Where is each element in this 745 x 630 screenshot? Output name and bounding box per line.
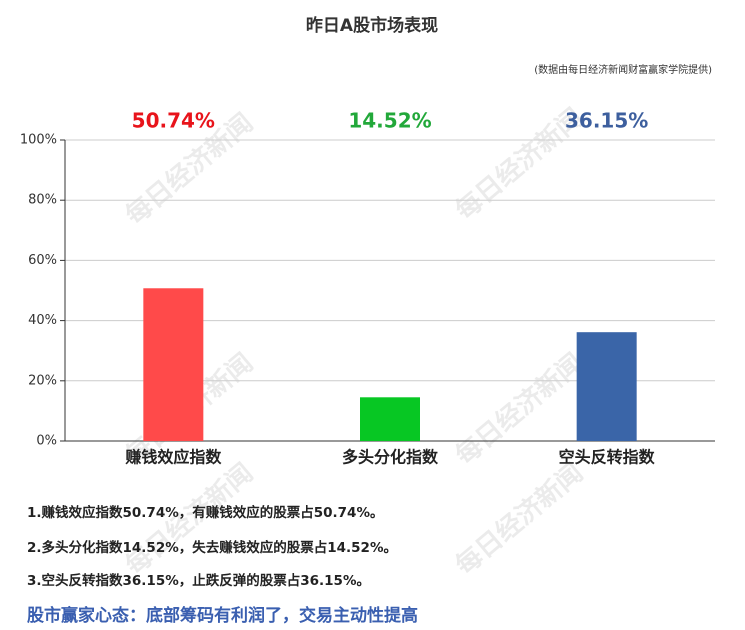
y-tick-label: 40%	[28, 313, 57, 328]
note: 2.多头分化指数14.52%，失去赚钱效应的股票占14.52%。	[27, 539, 397, 556]
note: 1.赚钱效应指数50.74%，有赚钱效应的股票占50.74%。	[27, 504, 383, 521]
x-tick-label: 多头分化指数	[342, 448, 439, 467]
y-tick-label: 20%	[28, 373, 57, 388]
bar	[143, 288, 204, 441]
chart-title: 昨日A股市场表现	[306, 15, 438, 36]
bar	[360, 397, 420, 441]
value-label: 14.52%	[348, 109, 431, 133]
watermark: 每日经济新闻	[450, 457, 589, 581]
note: 3.空头反转指数36.15%，止跌反弹的股票占36.15%。	[27, 572, 370, 589]
value-label: 50.74%	[132, 109, 215, 133]
x-tick-label: 空头反转指数	[559, 448, 656, 467]
y-tick-label: 0%	[36, 434, 57, 449]
conclusion: 股市赢家心态：底部筹码有利润了，交易主动性提高	[27, 605, 418, 626]
x-tick-label: 赚钱效应指数	[124, 448, 222, 467]
y-tick-label: 60%	[28, 253, 57, 268]
y-tick-label: 100%	[20, 133, 57, 148]
value-label: 36.15%	[565, 109, 648, 133]
chart-subtitle: (数据由每日经济新闻财富赢家学院提供)	[534, 63, 712, 76]
y-tick-label: 80%	[28, 193, 57, 208]
bar	[576, 332, 637, 441]
